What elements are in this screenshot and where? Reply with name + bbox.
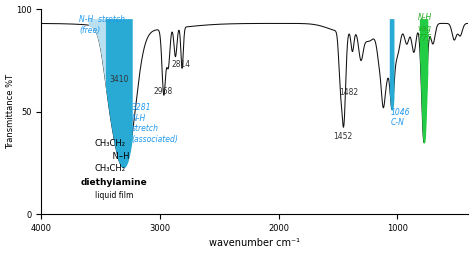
Text: N–H: N–H (102, 152, 130, 161)
Text: 3281
N-H
stretch
(associated): 3281 N-H stretch (associated) (132, 103, 178, 144)
Text: 2968: 2968 (154, 87, 173, 96)
Text: liquid film: liquid film (95, 191, 133, 200)
Text: diethylamine: diethylamine (81, 179, 147, 187)
Y-axis label: Transmittance %T: Transmittance %T (6, 74, 15, 149)
Text: N-H
vag
775: N-H vag 775 (417, 13, 432, 43)
Text: CH₃CH₂: CH₃CH₂ (95, 139, 126, 149)
Text: 1482: 1482 (339, 88, 358, 97)
Text: N-H  stretch
(free): N-H stretch (free) (79, 15, 126, 35)
Text: 1046
C-N: 1046 C-N (391, 107, 410, 127)
Text: 1452: 1452 (334, 132, 353, 141)
Text: 3410: 3410 (109, 75, 128, 84)
Text: 2814: 2814 (172, 59, 191, 69)
Text: CH₃CH₂: CH₃CH₂ (95, 164, 126, 173)
X-axis label: wavenumber cm⁻¹: wavenumber cm⁻¹ (210, 239, 301, 248)
